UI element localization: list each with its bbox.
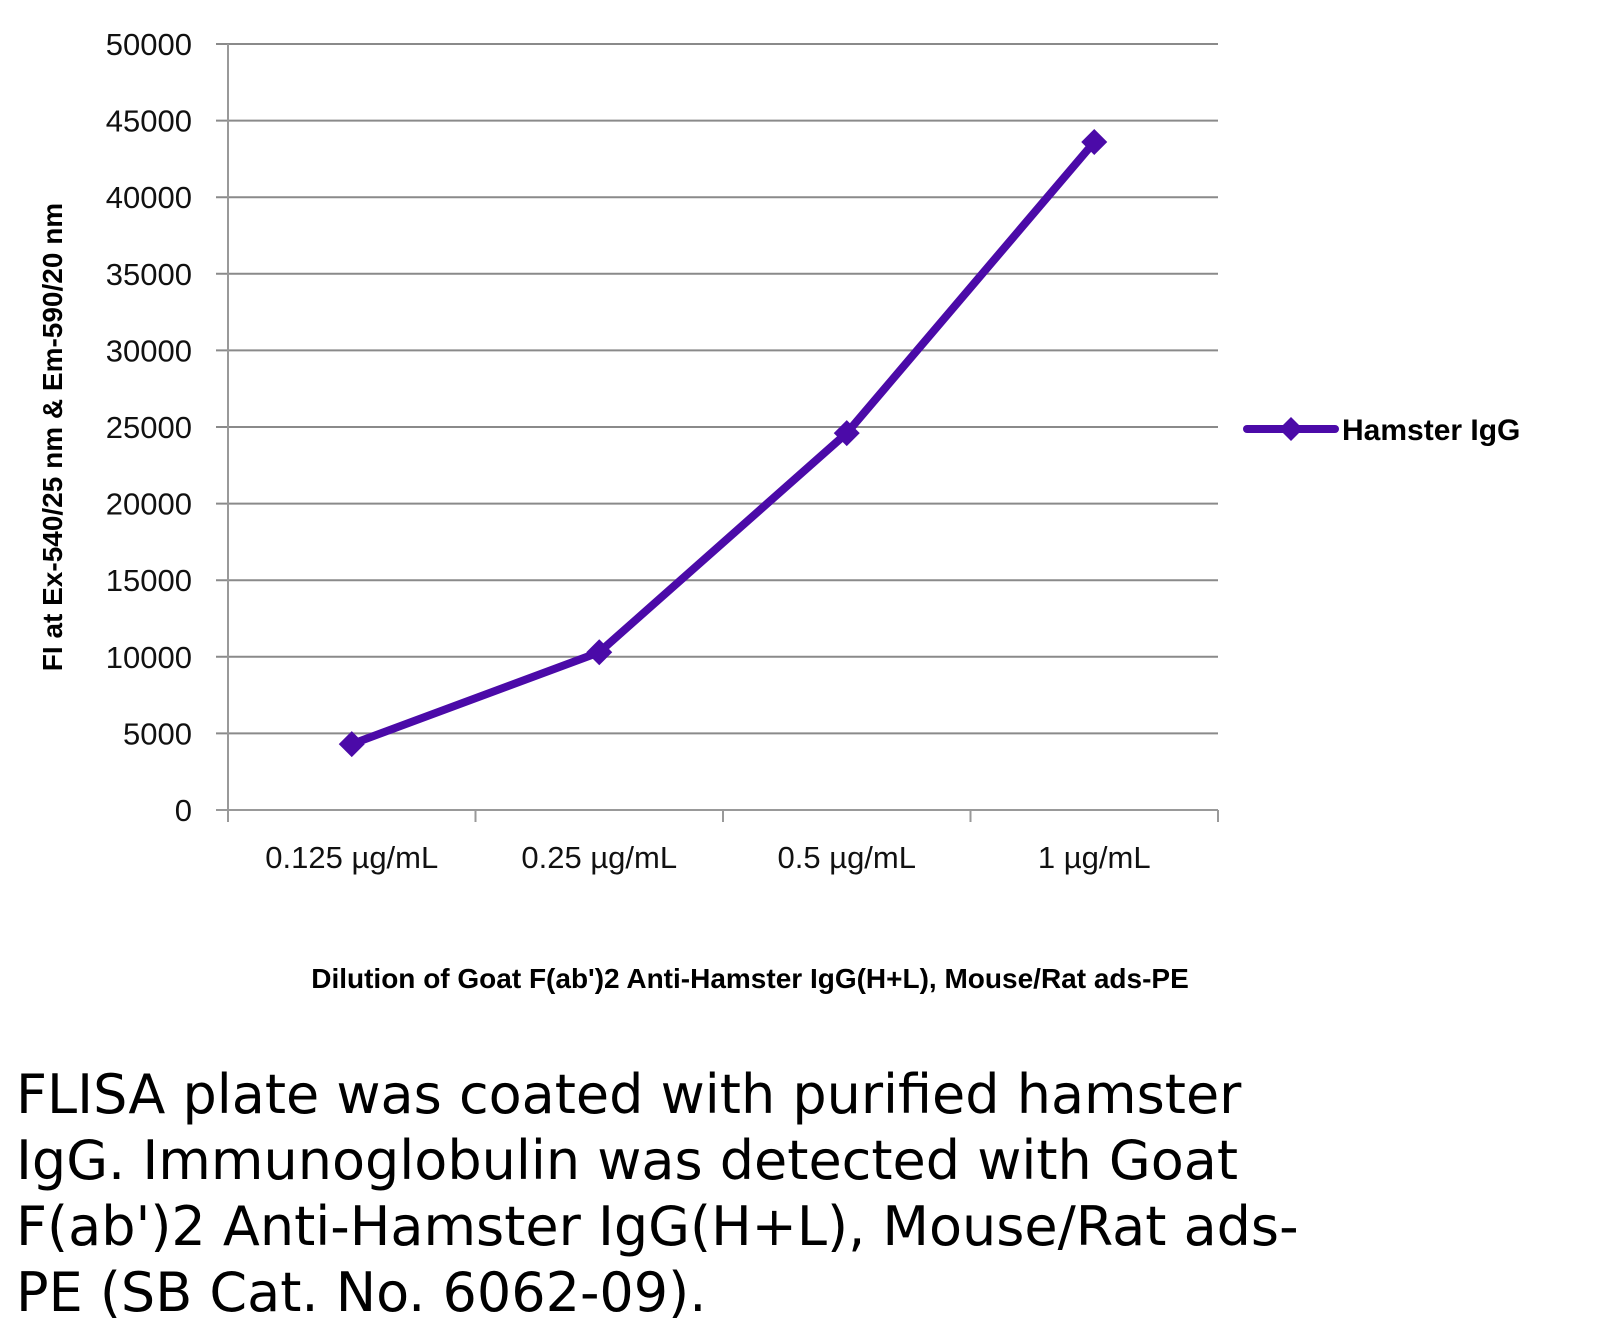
y-tick-label: 25000 bbox=[106, 410, 192, 445]
legend: Hamster IgG bbox=[1243, 414, 1520, 447]
x-tick-labels: 0.125 µg/mL 0.25 µg/mL 0.5 µg/mL 1 µg/mL bbox=[265, 840, 1150, 875]
y-tick-label: 50000 bbox=[106, 27, 192, 62]
data-point-marker bbox=[338, 731, 365, 758]
y-tick-label: 10000 bbox=[106, 640, 192, 675]
y-tick-label: 20000 bbox=[106, 487, 192, 522]
legend-label: Hamster IgG bbox=[1342, 414, 1520, 447]
axes bbox=[227, 44, 1219, 822]
x-tick-label: 0.25 µg/mL bbox=[521, 840, 677, 875]
x-axis-title: Dilution of Goat F(ab')2 Anti-Hamster Ig… bbox=[311, 963, 1189, 994]
y-tick-label: 15000 bbox=[106, 563, 192, 598]
legend-marker-swatch bbox=[1279, 417, 1303, 441]
y-tick-label: 45000 bbox=[106, 104, 192, 139]
x-tick-label: 0.125 µg/mL bbox=[265, 840, 438, 875]
series-layer bbox=[338, 129, 1108, 758]
series-line bbox=[347, 138, 1099, 749]
y-tick-label: 35000 bbox=[106, 257, 192, 292]
line-chart: 0 5000 10000 15000 20000 25000 30000 35000 40000… bbox=[37, 27, 1520, 994]
x-tick-label: 1 µg/mL bbox=[1038, 840, 1151, 875]
figure-caption: FLISA plate was coated with purified ham… bbox=[16, 1063, 1299, 1324]
y-tick-label: 5000 bbox=[123, 716, 192, 751]
data-point-marker bbox=[833, 420, 860, 447]
data-point-marker bbox=[586, 639, 613, 666]
y-tick-label: 0 bbox=[175, 793, 192, 828]
y-tick-labels: 0 5000 10000 15000 20000 25000 30000 35000 40000… bbox=[106, 27, 192, 828]
y-tick-label: 40000 bbox=[106, 180, 192, 215]
y-tick-label: 30000 bbox=[106, 333, 192, 368]
y-axis-title: FI at Ex-540/25 nm & Em-590/20 nm bbox=[37, 203, 68, 671]
data-point-marker bbox=[1081, 129, 1108, 156]
x-tick-label: 0.5 µg/mL bbox=[778, 840, 917, 875]
gridlines bbox=[216, 43, 1218, 811]
